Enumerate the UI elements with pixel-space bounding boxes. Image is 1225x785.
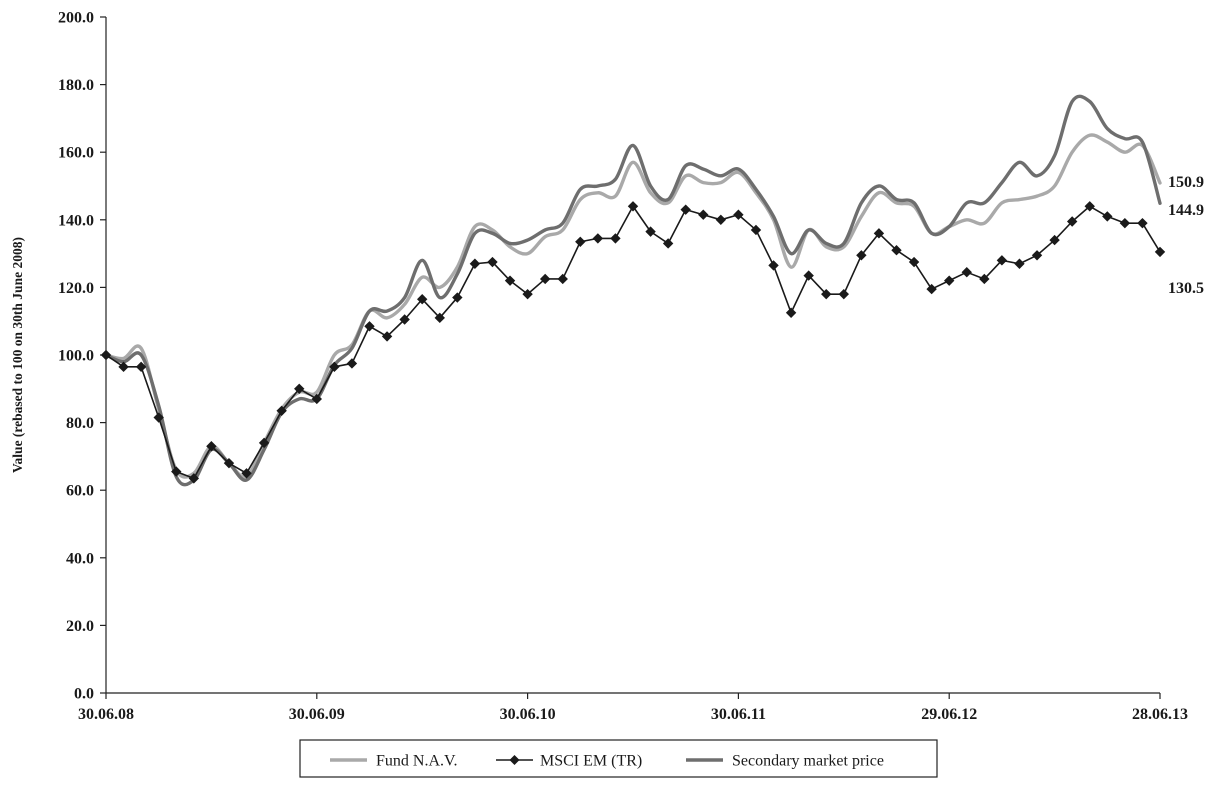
series-marker: [311, 393, 322, 405]
y-tick-label: 80.0: [66, 415, 94, 432]
series-marker: [908, 256, 920, 268]
series-marker: [768, 260, 779, 271]
series-marker: [645, 226, 656, 237]
y-tick-label: 140.0: [58, 212, 94, 229]
series-marker: [838, 288, 849, 300]
series-marker: [381, 331, 393, 342]
series-marker: [627, 201, 639, 212]
end-value-label-0: 150.9: [1168, 174, 1204, 191]
series-marker: [399, 314, 410, 325]
legend: Fund N.A.V. MSCI EM (TR) Secondary market …: [299, 739, 938, 778]
series-marker: [662, 238, 674, 249]
series-lines: [104, 94, 1162, 487]
y-tick-label: 100.0: [58, 348, 94, 365]
x-tick-label: 29.06.12: [921, 706, 977, 723]
series-marker: [1102, 211, 1113, 222]
legend-marker-1: [509, 755, 520, 765]
series-marker: [891, 245, 902, 256]
series-marker: [944, 275, 955, 286]
series-marker: [329, 361, 340, 373]
axes: 0.0 20.0 40.0 60.0 80.0 100.0 120.0 140.0 160.0 1…: [58, 10, 1188, 724]
series-line-0: [104, 133, 1162, 479]
x-tick-label: 30.06.11: [711, 706, 766, 723]
series-marker: [856, 250, 867, 261]
series-marker: [821, 288, 832, 300]
y-axis-label: Value (rebased to 100 on 30th June 2008): [10, 237, 25, 473]
series-marker: [610, 233, 621, 244]
series-marker: [469, 258, 481, 269]
legend-label-2: Secondary market price: [732, 753, 884, 770]
series-marker: [1154, 246, 1166, 258]
legend-box: [299, 739, 938, 778]
y-tick-label: 180.0: [58, 77, 94, 94]
series-marker: [680, 204, 691, 215]
series-marker: [1066, 216, 1078, 227]
x-tick-label: 30.06.09: [289, 706, 345, 723]
series-markers: [100, 201, 1166, 484]
y-tick-label: 0.0: [74, 686, 94, 703]
series-marker: [575, 236, 586, 247]
series-marker: [996, 255, 1008, 266]
series-marker: [1119, 217, 1131, 229]
series-marker: [750, 224, 762, 236]
y-tick-label: 160.0: [58, 145, 94, 162]
series-marker: [592, 233, 604, 244]
x-tick-label: 30.06.08: [78, 706, 134, 723]
series-marker: [294, 383, 305, 394]
series-marker: [188, 473, 200, 484]
y-tick-label: 120.0: [58, 280, 94, 297]
series-marker: [153, 412, 164, 423]
series-marker: [1014, 258, 1025, 269]
series-marker: [171, 466, 182, 477]
series-marker: [258, 437, 270, 449]
series-marker: [118, 361, 129, 373]
series-line-2: [104, 94, 1162, 487]
series-marker: [276, 405, 287, 416]
series-marker: [926, 283, 937, 295]
series-marker: [733, 209, 744, 220]
series-marker: [1084, 201, 1095, 212]
series-marker: [452, 292, 463, 303]
series-marker: [417, 294, 428, 305]
series-line-1: [105, 205, 1161, 480]
y-tick-label: 60.0: [66, 483, 94, 500]
series-marker: [715, 214, 727, 225]
series-marker: [698, 209, 709, 220]
series-marker: [504, 275, 516, 286]
series-marker: [1031, 250, 1043, 261]
series-marker: [241, 468, 252, 479]
series-marker: [979, 273, 990, 285]
series-marker: [487, 256, 498, 268]
end-labels: 150.9 130.5 144.9: [1168, 174, 1204, 297]
legend-label-0: Fund N.A.V.: [376, 753, 458, 770]
series-marker: [522, 288, 533, 300]
series-marker: [100, 349, 112, 361]
series-marker: [557, 273, 568, 285]
series-marker: [873, 228, 885, 239]
y-tick-label: 20.0: [66, 618, 94, 635]
y-tick-label: 200.0: [58, 10, 94, 27]
series-marker: [961, 266, 972, 278]
series-marker: [1137, 217, 1148, 229]
legend-label-1: MSCI EM (TR): [540, 753, 642, 770]
series-marker: [803, 270, 814, 281]
series-marker: [434, 312, 445, 324]
end-value-label-2: 144.9: [1168, 202, 1204, 219]
series-marker: [223, 457, 235, 469]
series-marker: [364, 321, 375, 332]
y-tick-label: 40.0: [66, 550, 94, 567]
x-tick-label: 30.06.10: [500, 706, 556, 723]
series-marker: [1049, 234, 1060, 246]
end-value-label-1: 130.5: [1168, 280, 1204, 297]
series-marker: [785, 307, 797, 318]
x-tick-label: 28.06.13: [1132, 706, 1188, 723]
series-marker: [135, 361, 147, 373]
series-marker: [539, 273, 551, 285]
series-marker: [206, 441, 217, 452]
series-marker: [346, 358, 358, 369]
